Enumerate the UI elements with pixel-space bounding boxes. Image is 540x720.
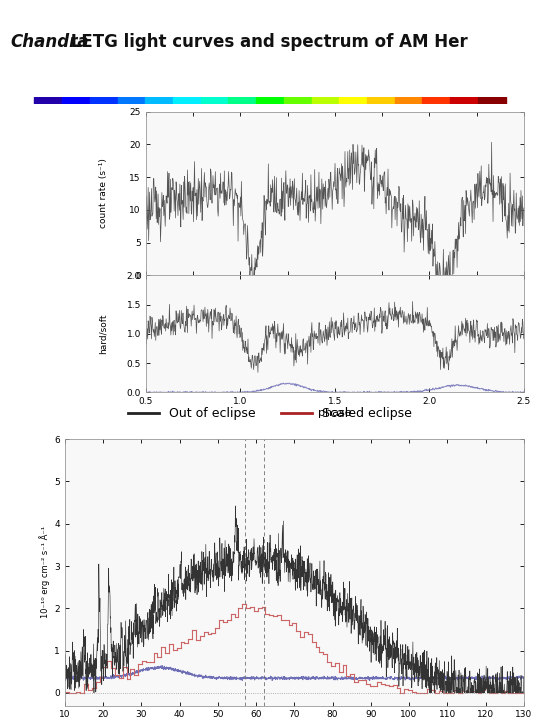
Bar (339, 97, 367, 104)
Bar (228, 97, 256, 104)
X-axis label: phase: phase (318, 408, 352, 418)
Y-axis label: 10⁻¹⁰ erg cm⁻² s⁻¹ Å⁻¹: 10⁻¹⁰ erg cm⁻² s⁻¹ Å⁻¹ (39, 526, 50, 618)
Legend: Out of eclipse, Scaled eclipse: Out of eclipse, Scaled eclipse (123, 402, 417, 426)
Bar (256, 97, 284, 104)
Bar (312, 97, 339, 104)
Bar (173, 97, 201, 104)
Y-axis label: hard/soft: hard/soft (99, 314, 108, 354)
Bar (395, 97, 422, 104)
Bar (35, 97, 62, 104)
Text: LETG light curves and spectrum of AM Her: LETG light curves and spectrum of AM Her (65, 33, 468, 52)
Bar (422, 97, 450, 104)
Bar (284, 97, 312, 104)
Bar (62, 97, 90, 104)
Bar (118, 97, 145, 104)
Text: Chandra: Chandra (11, 33, 90, 52)
Bar (450, 97, 478, 104)
Y-axis label: count rate (s⁻¹): count rate (s⁻¹) (99, 158, 108, 228)
Bar (367, 97, 395, 104)
Bar (201, 97, 228, 104)
Bar (90, 97, 118, 104)
Bar (478, 97, 505, 104)
Bar (145, 97, 173, 104)
